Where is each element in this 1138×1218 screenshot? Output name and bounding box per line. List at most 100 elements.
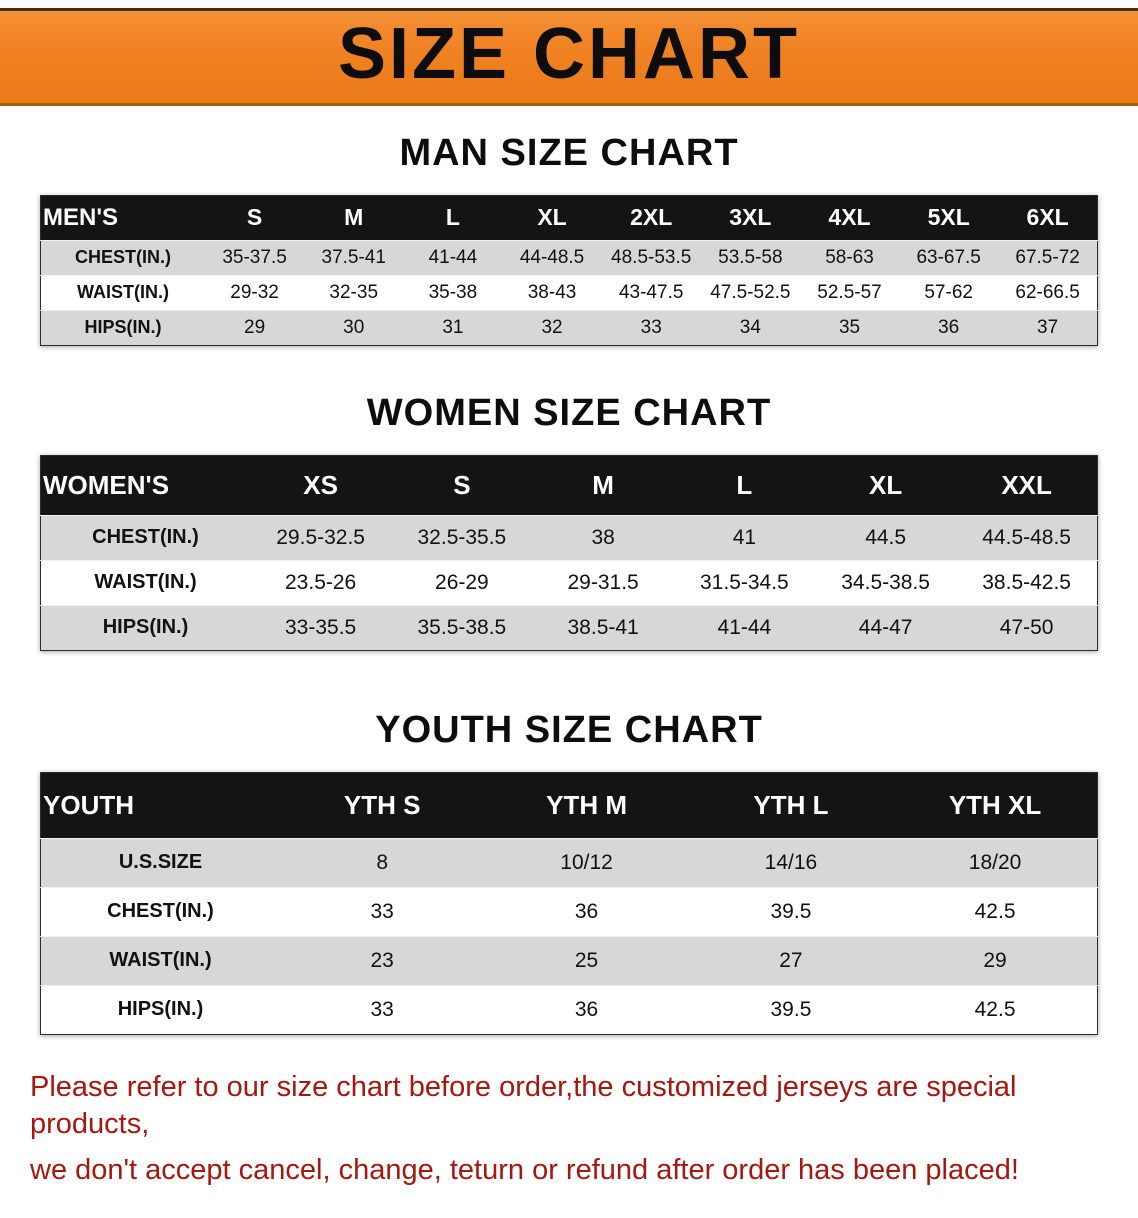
- column-header: S: [391, 455, 533, 516]
- size-cell: 33: [640, 316, 662, 338]
- column-header: M: [532, 455, 674, 516]
- column-header: L: [403, 195, 503, 241]
- size-cell: 67.5-72: [1015, 246, 1080, 268]
- size-cell: 36: [574, 997, 599, 1021]
- table-row: WAIST(IN.) 23.5-26 26-29 29-31.5 31.5-34.5 34…: [40, 560, 1098, 606]
- column-header: XS: [250, 455, 392, 516]
- row-label: HIPS(IN.): [117, 998, 204, 1021]
- size-cell: 18/20: [968, 850, 1022, 874]
- size-cell: 44-47: [858, 615, 913, 639]
- size-cell: 39.5: [770, 899, 812, 923]
- youth-size-table: YOUTH YTH S YTH M YTH L YTH XL U.S.SIZE 8 10/12…: [40, 771, 1098, 1035]
- table-row: HIPS(IN.) 29 30 31 32 33 34 35 36 37: [40, 310, 1098, 346]
- table-header-row: YOUTH YTH S YTH M YTH L YTH XL: [40, 772, 1098, 839]
- column-header: YTH L: [688, 772, 894, 839]
- size-cell: 31.5-34.5: [700, 570, 789, 594]
- size-cell: 44-48.5: [519, 246, 585, 268]
- size-cell: 29-32: [230, 281, 279, 303]
- size-cell: 36: [938, 316, 960, 338]
- size-cell: 35: [838, 316, 861, 338]
- size-cell: 26-29: [435, 570, 489, 594]
- youth-section: YOUTH SIZE CHART YOUTH YTH S YTH M YTH L YTH…: [0, 709, 1138, 1035]
- row-label: CHEST(IN.): [75, 247, 171, 268]
- column-header: 4XL: [799, 195, 900, 241]
- column-header: L: [673, 455, 815, 516]
- youth-size-chart-heading: YOUTH SIZE CHART: [375, 708, 763, 751]
- size-cell: 38.5-42.5: [982, 570, 1071, 594]
- row-label: HIPS(IN.): [102, 616, 189, 639]
- row-label: CHEST(IN.): [92, 526, 199, 549]
- size-cell: 43-47.5: [618, 281, 684, 303]
- row-label: U.S.SIZE: [118, 851, 203, 874]
- size-cell: 25: [574, 948, 599, 972]
- women-size-table: WOMEN'S XS S M L XL XXL CHEST(IN.) 29.5-32.5 32.5…: [40, 454, 1098, 651]
- size-cell: 48.5-53.5: [611, 246, 692, 268]
- column-header: YTH XL: [893, 772, 1098, 839]
- men-size-chart-heading: MAN SIZE CHART: [399, 131, 739, 174]
- column-header: XL: [815, 455, 957, 516]
- size-cell: 44.5-48.5: [982, 525, 1071, 549]
- table-header-row: MEN'S S M L XL 2XL 3XL 4XL 5XL 6XL: [40, 195, 1098, 241]
- size-cell: 14/16: [764, 850, 818, 874]
- size-cell: 47.5-52.5: [710, 281, 791, 303]
- size-cell: 47-50: [999, 615, 1054, 639]
- size-cell: 32-35: [329, 281, 379, 303]
- size-cell: 57-62: [924, 281, 973, 303]
- women-section: WOMEN SIZE CHART WOMEN'S XS S M L XL XXL CHEST(…: [0, 392, 1138, 651]
- size-cell: 34.5-38.5: [841, 570, 930, 594]
- size-cell: 41-44: [428, 246, 478, 268]
- size-cell: 62-66.5: [1015, 281, 1080, 303]
- table-title-cell: WOMEN'S: [40, 455, 250, 516]
- size-cell: 29-31.5: [567, 570, 639, 594]
- size-cell: 34: [739, 316, 761, 338]
- size-cell: 38.5-41: [567, 615, 639, 639]
- size-cell: 35-37.5: [222, 246, 287, 268]
- size-cell: 33-35.5: [285, 615, 357, 639]
- column-header: 3XL: [700, 195, 800, 241]
- size-cell: 30: [343, 316, 365, 338]
- size-cell: 38-43: [527, 281, 577, 303]
- banner: SIZE CHART: [0, 8, 1138, 106]
- column-header: XL: [502, 195, 602, 241]
- column-header: S: [205, 195, 305, 241]
- women-size-chart-heading: WOMEN SIZE CHART: [366, 391, 772, 434]
- column-header: YTH M: [484, 772, 689, 839]
- disclaimer: Please refer to our size chart before or…: [0, 1069, 1138, 1218]
- size-cell: 53.5-58: [718, 246, 783, 268]
- size-cell: 33: [370, 997, 394, 1021]
- table-row: HIPS(IN.) 33-35.5 35.5-38.5 38.5-41 41-44 44-…: [40, 605, 1098, 651]
- size-cell: 31: [442, 316, 464, 338]
- column-header: 6XL: [998, 195, 1098, 241]
- size-cell: 42.5: [974, 899, 1016, 923]
- table-title-cell: YOUTH: [40, 772, 280, 839]
- row-label: HIPS(IN.): [84, 317, 162, 338]
- table-row: WAIST(IN.) 23 25 27 29: [40, 936, 1098, 986]
- size-cell: 58-63: [825, 246, 874, 268]
- column-header: XXL: [956, 455, 1098, 516]
- row-label: CHEST(IN.): [107, 900, 214, 923]
- size-cell: 37.5-41: [321, 246, 386, 268]
- table-row: CHEST(IN.) 35-37.5 37.5-41 41-44 44-48.5 48.5…: [40, 240, 1098, 276]
- size-cell: 39.5: [770, 997, 812, 1021]
- size-cell: 41: [732, 525, 757, 549]
- table-row: CHEST(IN.) 33 36 39.5 42.5: [40, 887, 1098, 937]
- size-cell: 32.5-35.5: [417, 525, 507, 549]
- size-cell: 36: [574, 899, 599, 923]
- table-header-row: WOMEN'S XS S M L XL XXL: [40, 455, 1098, 516]
- size-cell: 27: [779, 948, 803, 972]
- column-header: M: [304, 195, 404, 241]
- size-cell: 37: [1037, 316, 1059, 338]
- column-header: 5XL: [899, 195, 999, 241]
- size-cell: 35-38: [428, 281, 478, 303]
- row-label: WAIST(IN.): [94, 571, 197, 594]
- disclaimer-line-2: we don't accept cancel, change, teturn o…: [30, 1153, 1019, 1186]
- table-row: WAIST(IN.) 29-32 32-35 35-38 38-43 43-47.5 47.…: [40, 275, 1098, 311]
- size-cell: 10/12: [560, 850, 613, 874]
- column-header: YTH S: [280, 772, 485, 839]
- size-cell: 32: [541, 316, 563, 338]
- men-size-table: MEN'S S M L XL 2XL 3XL 4XL 5XL 6XL CHEST(IN.) 35-37…: [40, 194, 1098, 346]
- men-section: MAN SIZE CHART MEN'S S M L XL 2XL 3XL 4XL 5XL 6XL…: [0, 132, 1138, 346]
- size-cell: 29: [244, 316, 266, 338]
- size-cell: 63-67.5: [916, 246, 981, 268]
